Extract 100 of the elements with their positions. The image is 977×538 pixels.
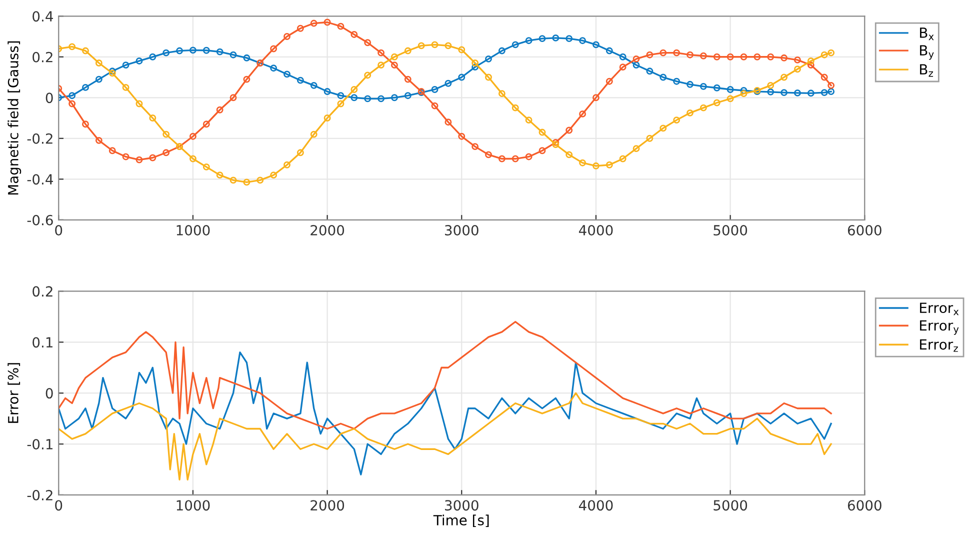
x-tick-label: 0 (55, 500, 62, 511)
point (498, 47, 506, 54)
point (68, 92, 76, 100)
point (592, 41, 600, 48)
point (552, 138, 560, 146)
x-tick-label: 5000 (714, 500, 748, 511)
point (767, 88, 774, 96)
point (243, 178, 250, 186)
point (566, 126, 573, 134)
point (485, 151, 492, 158)
point (95, 136, 102, 144)
point (619, 155, 626, 162)
point (619, 64, 626, 71)
point (189, 155, 196, 162)
point (713, 84, 720, 92)
point (740, 90, 748, 98)
point (390, 53, 398, 60)
point (807, 62, 814, 69)
point (632, 62, 640, 69)
point (660, 49, 667, 56)
point (324, 88, 331, 95)
point (512, 104, 519, 112)
point (525, 153, 532, 160)
point (444, 42, 452, 50)
point (284, 70, 290, 78)
point (230, 51, 237, 58)
point (431, 102, 438, 110)
legend-label: B$_{y}$ (920, 45, 934, 60)
point (68, 100, 76, 108)
x-tick-label: 1000 (176, 225, 210, 236)
point (538, 128, 546, 136)
point (472, 64, 479, 71)
x-tick-label: 5000 (714, 225, 748, 236)
point (256, 176, 264, 184)
point (296, 76, 304, 84)
point (525, 116, 532, 124)
x-axis-title: Time [s] (433, 514, 489, 528)
point (673, 49, 680, 56)
point (646, 68, 654, 75)
point (270, 45, 278, 52)
point (310, 82, 318, 89)
point (68, 43, 76, 50)
point (538, 35, 546, 42)
y-tick-label: 0.4 (32, 11, 53, 22)
point (230, 94, 237, 102)
y-tick-label: -0.2 (27, 133, 52, 144)
y-tick-label: -0.6 (27, 214, 53, 226)
point (444, 80, 452, 87)
point (632, 55, 640, 62)
point (136, 100, 143, 108)
point (606, 161, 613, 168)
point (243, 76, 250, 83)
point (364, 95, 372, 102)
point (82, 120, 89, 128)
point (337, 100, 344, 108)
point (418, 42, 425, 50)
point (566, 151, 573, 158)
point (189, 132, 196, 140)
point (364, 72, 372, 79)
point (485, 74, 492, 81)
point (552, 34, 560, 42)
point (794, 56, 801, 64)
point (646, 134, 654, 142)
point (270, 64, 278, 72)
point (820, 51, 828, 58)
point (828, 82, 835, 89)
x-tick-label: 1000 (176, 500, 210, 511)
point (162, 149, 170, 156)
point (754, 53, 761, 60)
point (136, 156, 143, 164)
point (606, 47, 613, 54)
point (498, 90, 506, 98)
x-tick-label: 3000 (445, 225, 478, 236)
point (794, 89, 801, 96)
point (726, 53, 734, 60)
y-axis-title: Magnetic field [Gauss] (8, 41, 22, 195)
legend-label: B$_{z}$ (920, 64, 934, 77)
point (458, 46, 466, 54)
point (390, 62, 398, 69)
y-tick-label: -0.2 (27, 490, 52, 500)
point (350, 31, 358, 38)
point (794, 66, 801, 73)
y-tick-label: -0.1 (27, 438, 52, 450)
x-tick-label: 6000 (848, 500, 882, 511)
point (378, 62, 385, 69)
point (780, 54, 788, 62)
point (324, 114, 331, 122)
y-tick-label: 0 (46, 92, 53, 104)
point (700, 52, 707, 60)
point (713, 99, 720, 106)
y-tick-label: 0.2 (32, 52, 52, 62)
point (444, 118, 452, 126)
point (390, 94, 398, 102)
point (820, 89, 828, 96)
point (828, 88, 835, 95)
legend-label: Error$_{z}$ (920, 339, 958, 352)
point (122, 62, 130, 69)
point (284, 33, 290, 40)
point (202, 120, 210, 128)
point (350, 94, 358, 102)
